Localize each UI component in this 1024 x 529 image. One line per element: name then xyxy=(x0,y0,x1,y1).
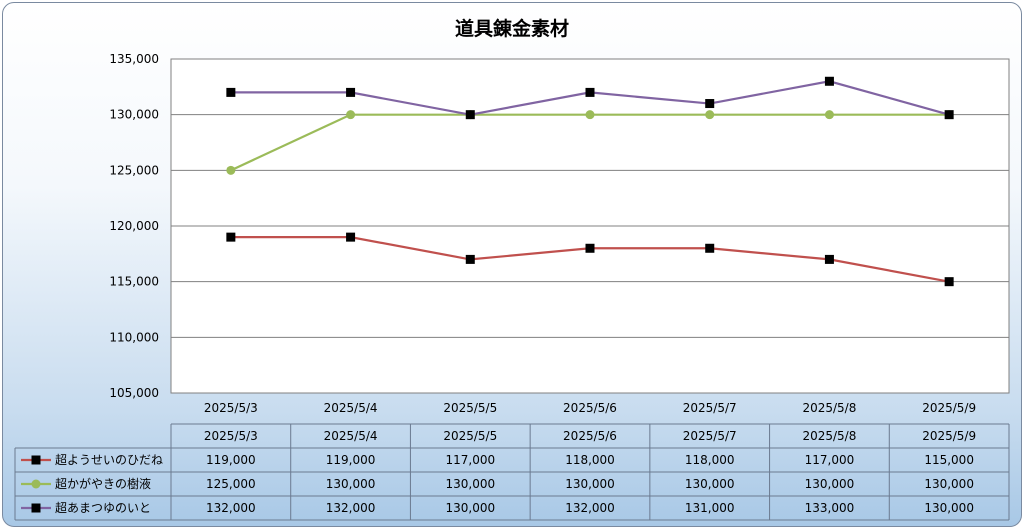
data-label: 130,000 xyxy=(805,477,855,491)
data-label: 130,000 xyxy=(565,477,615,491)
data-point xyxy=(705,110,715,120)
data-label: 131,000 xyxy=(685,501,735,515)
data-label: 130,000 xyxy=(445,501,495,515)
data-point xyxy=(585,110,595,120)
data-point xyxy=(346,232,356,242)
data-point xyxy=(705,243,715,253)
data-point xyxy=(824,254,834,264)
legend-marker xyxy=(31,503,41,513)
x-tick-label: 2025/5/8 xyxy=(802,401,856,415)
data-label: 125,000 xyxy=(206,477,256,491)
data-label: 130,000 xyxy=(445,477,495,491)
data-table: 2025/5/3 2025/5/4 2025/5/5 2025/5/6 2025/5/7… xyxy=(14,423,1010,521)
x-tick-label: 2025/5/5 xyxy=(443,401,497,415)
data-point xyxy=(346,87,356,97)
x-tick-label: 2025/5/6 xyxy=(563,401,617,415)
table-header-cell: 2025/5/7 xyxy=(683,429,737,443)
data-point xyxy=(226,232,236,242)
data-point xyxy=(346,110,356,120)
y-tick-label: 115,000 xyxy=(109,275,159,289)
data-label: 118,000 xyxy=(685,453,735,467)
table-header-cell: 2025/5/9 xyxy=(922,429,976,443)
series-name: 超あまつゆのいと xyxy=(55,500,151,515)
data-label: 119,000 xyxy=(206,453,256,467)
data-point xyxy=(465,110,475,120)
data-label: 117,000 xyxy=(445,453,495,467)
data-label: 117,000 xyxy=(805,453,855,467)
data-label: 130,000 xyxy=(924,477,974,491)
data-point xyxy=(226,87,236,97)
table-header-cell: 2025/5/8 xyxy=(802,429,856,443)
table-header-cell: 2025/5/5 xyxy=(443,429,497,443)
line-chart: 道具錬金素材 105,000 110,000 115,000 120,000 125,0… xyxy=(14,17,1010,521)
x-tick-label: 2025/5/9 xyxy=(922,401,976,415)
x-tick-label: 2025/5/4 xyxy=(324,401,378,415)
y-tick-label: 135,000 xyxy=(109,52,159,66)
data-label: 133,000 xyxy=(805,501,855,515)
table-header-cell: 2025/5/3 xyxy=(204,429,258,443)
series-name: 超ようせいのひだね xyxy=(55,452,163,467)
data-point xyxy=(944,277,954,287)
x-tick-label: 2025/5/7 xyxy=(683,401,737,415)
data-point xyxy=(824,76,834,86)
data-point xyxy=(944,110,954,120)
data-point xyxy=(824,110,834,120)
data-point xyxy=(585,243,595,253)
data-label: 130,000 xyxy=(685,477,735,491)
y-tick-label: 110,000 xyxy=(109,330,159,344)
data-label: 132,000 xyxy=(206,501,256,515)
data-label: 132,000 xyxy=(326,501,376,515)
chart-title: 道具錬金素材 xyxy=(455,17,569,40)
x-axis-ticks: 2025/5/3 2025/5/4 2025/5/5 2025/5/6 2025/5/7… xyxy=(204,401,976,415)
data-label: 132,000 xyxy=(565,501,615,515)
legend-marker xyxy=(31,479,41,489)
data-point xyxy=(585,87,595,97)
y-tick-label: 105,000 xyxy=(109,386,159,400)
table-header-cell: 2025/5/4 xyxy=(324,429,378,443)
table-header-cell: 2025/5/6 xyxy=(563,429,617,443)
y-tick-label: 125,000 xyxy=(109,163,159,177)
data-label: 130,000 xyxy=(326,477,376,491)
y-axis-ticks: 105,000 110,000 115,000 120,000 125,000 130,0… xyxy=(109,52,159,400)
data-label: 119,000 xyxy=(326,453,376,467)
x-tick-label: 2025/5/3 xyxy=(204,401,258,415)
data-point xyxy=(705,99,715,109)
data-label: 130,000 xyxy=(924,501,974,515)
legend-marker xyxy=(31,455,41,465)
y-tick-label: 130,000 xyxy=(109,108,159,122)
data-label: 118,000 xyxy=(565,453,615,467)
series-group xyxy=(226,76,954,287)
data-label: 115,000 xyxy=(924,453,974,467)
y-tick-label: 120,000 xyxy=(109,219,159,233)
data-point xyxy=(465,254,475,264)
series-name: 超かがやきの樹液 xyxy=(55,476,151,491)
data-point xyxy=(226,165,236,175)
